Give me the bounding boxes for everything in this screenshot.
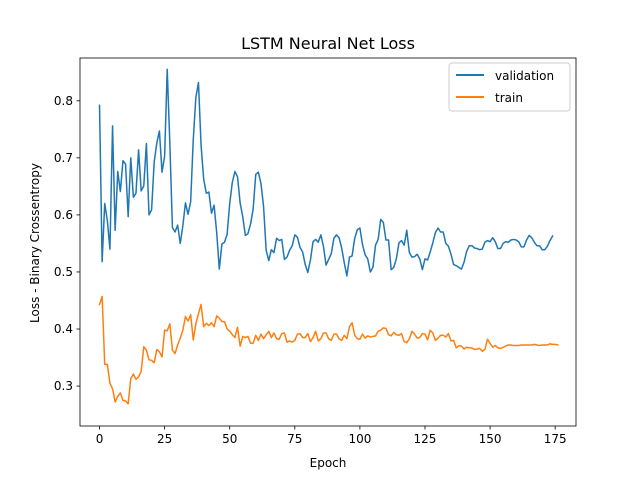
legend-label-validation: validation bbox=[495, 69, 554, 83]
x-axis-label: Epoch bbox=[310, 456, 347, 470]
x-tick-label: 150 bbox=[479, 432, 502, 446]
legend-label-train: train bbox=[495, 91, 523, 105]
axes-frame bbox=[79, 57, 577, 427]
x-tick-label: 125 bbox=[414, 432, 437, 446]
plot-area: 0 25 50 75 100 125 150 175 0.3 0.4 0.5 0.6 0.7 0.8 bbox=[54, 57, 577, 446]
x-tick-label: 25 bbox=[157, 432, 172, 446]
y-tick-label: 0.8 bbox=[54, 94, 73, 108]
x-tick-label: 175 bbox=[544, 432, 567, 446]
x-tick-label: 50 bbox=[222, 432, 237, 446]
y-tick-label: 0.5 bbox=[54, 265, 73, 279]
y-axis-label: Loss - Binary Crossentropy bbox=[28, 163, 42, 323]
series-line-train bbox=[98, 295, 559, 405]
y-tick-label: 0.7 bbox=[54, 151, 73, 165]
x-tick-label: 0 bbox=[96, 432, 104, 446]
y-tick-label: 0.6 bbox=[54, 208, 73, 222]
y-tick-label: 0.4 bbox=[54, 322, 73, 336]
series-line-validation bbox=[98, 68, 554, 277]
chart-title: LSTM Neural Net Loss bbox=[241, 34, 415, 53]
x-tick-label: 100 bbox=[348, 432, 371, 446]
y-tick-label: 0.3 bbox=[54, 379, 73, 393]
legend: validation train bbox=[448, 62, 571, 112]
x-tick-label: 75 bbox=[287, 432, 302, 446]
